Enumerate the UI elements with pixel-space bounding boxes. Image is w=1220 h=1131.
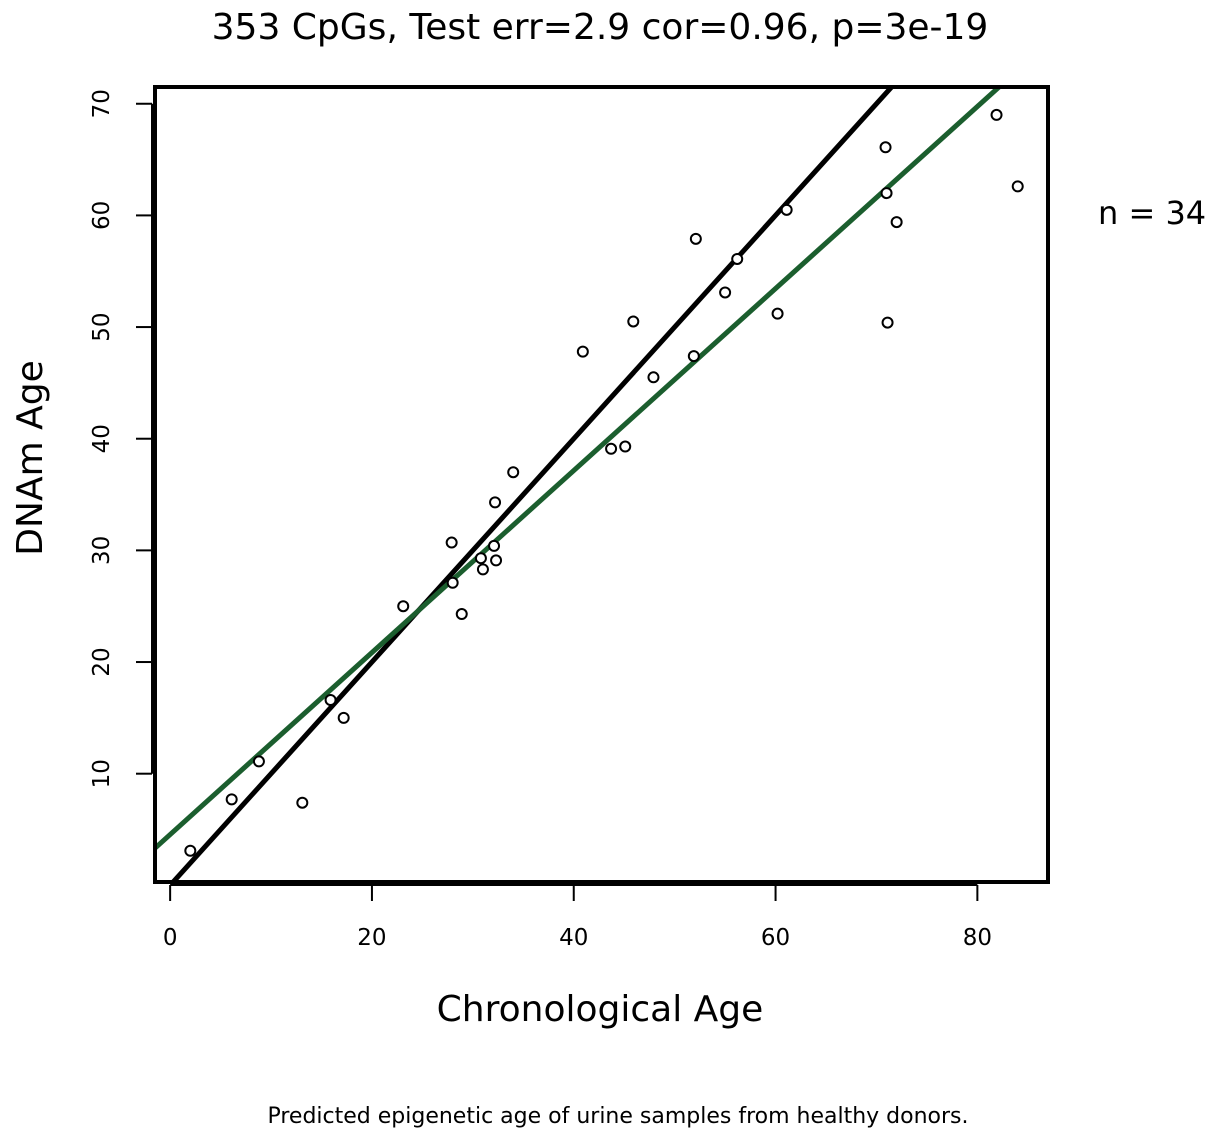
y-axis-label: DNAm Age — [10, 360, 51, 555]
data-point — [490, 554, 503, 567]
data-point — [880, 187, 893, 200]
data-point — [771, 307, 784, 320]
y-tick-label: 40 — [89, 424, 115, 453]
x-tick-label: 40 — [559, 925, 588, 951]
data-point — [184, 844, 197, 857]
data-point — [489, 496, 502, 509]
data-point — [252, 755, 265, 768]
data-point — [719, 286, 732, 299]
y-axis: 10 20 30 40 50 60 70 — [89, 89, 153, 788]
data-point — [296, 796, 309, 809]
data-point — [879, 141, 892, 154]
x-tick-label: 0 — [163, 925, 178, 951]
data-point — [446, 576, 459, 589]
y-tick-label: 50 — [89, 312, 115, 341]
data-point — [507, 466, 520, 479]
figure-caption: Predicted epigenetic age of urine sample… — [267, 1104, 968, 1129]
x-tick-label: 20 — [357, 925, 386, 951]
x-tick-label: 60 — [761, 925, 790, 951]
data-point — [780, 203, 793, 216]
chart-title: 353 CpGs, Test err=2.9 cor=0.96, p=3e-19 — [212, 7, 989, 48]
data-point — [225, 793, 238, 806]
fit-lines — [155, 87, 1003, 882]
data-point — [476, 563, 489, 576]
data-point — [324, 693, 337, 706]
y-tick-label: 30 — [89, 536, 115, 565]
data-point — [1011, 180, 1024, 193]
y-tick-label: 60 — [89, 201, 115, 230]
data-point — [890, 216, 903, 229]
data-point — [881, 316, 894, 329]
y-tick-label: 20 — [89, 647, 115, 676]
data-point — [445, 536, 458, 549]
data-point — [397, 600, 410, 613]
data-point — [687, 350, 700, 363]
data-point — [455, 608, 468, 621]
data-point — [474, 552, 487, 565]
y-tick-label: 70 — [89, 89, 115, 118]
x-tick-label: 80 — [963, 925, 992, 951]
data-point — [488, 539, 501, 552]
data-point — [731, 252, 744, 265]
sample-count-label: n = 34 — [1098, 194, 1206, 232]
identity-line — [169, 87, 895, 882]
data-point — [990, 108, 1003, 121]
data-point — [337, 711, 350, 724]
data-point — [619, 440, 632, 453]
data-points — [184, 108, 1024, 857]
x-axis: 0 20 40 60 80 — [163, 884, 992, 951]
regression-line — [155, 87, 1003, 851]
data-point — [576, 345, 589, 358]
data-point — [605, 442, 618, 455]
y-tick-label: 10 — [89, 759, 115, 788]
plot-frame — [153, 85, 1050, 884]
x-axis-label: Chronological Age — [437, 989, 764, 1030]
data-point — [627, 315, 640, 328]
data-point — [689, 232, 702, 245]
data-point — [647, 371, 660, 384]
